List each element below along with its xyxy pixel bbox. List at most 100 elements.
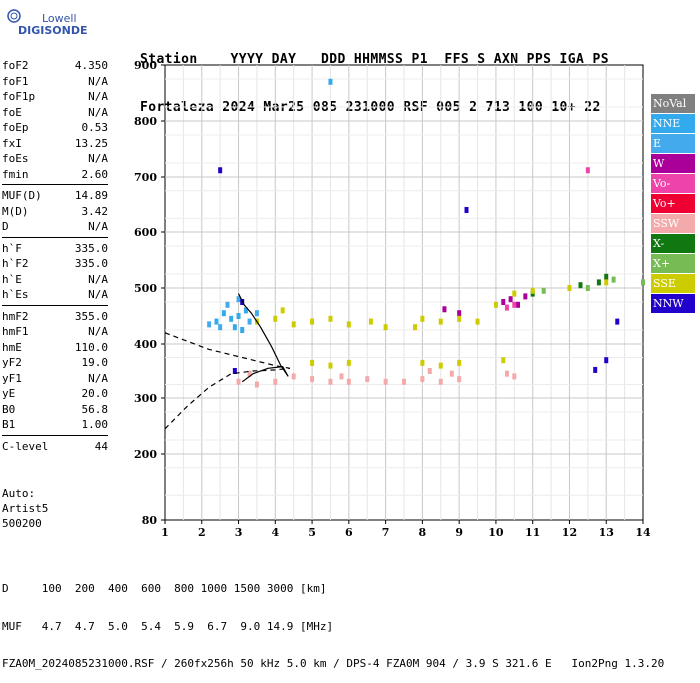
y-tick-label: 300 [134, 392, 157, 405]
data-point [339, 373, 344, 380]
y-tick-label: 80 [142, 514, 158, 527]
data-point [438, 318, 443, 325]
digisonde-logo: Lowell DIGISONDE [6, 6, 87, 40]
data-point [328, 78, 333, 85]
data-point [310, 376, 315, 383]
data-point [604, 273, 609, 280]
auto-label: Auto: [2, 487, 36, 500]
y-tick-label: 900 [134, 59, 157, 72]
legend-item: SSE [651, 274, 695, 293]
data-point [247, 318, 252, 325]
data-point [273, 378, 278, 385]
data-point [328, 378, 333, 385]
data-point [247, 370, 252, 377]
data-point [236, 378, 241, 385]
param-name: foF1 [2, 74, 29, 88]
data-point [383, 324, 388, 331]
data-point [225, 301, 230, 308]
data-point [585, 167, 590, 174]
data-point [280, 307, 285, 314]
data-point [328, 362, 333, 369]
data-point [593, 366, 598, 373]
data-point [604, 357, 609, 364]
param-value: N/A [88, 152, 108, 165]
data-point [383, 378, 388, 385]
legend-item: E [651, 134, 695, 153]
data-point [512, 301, 517, 308]
data-point [413, 324, 418, 331]
param-name: hmF2 [2, 309, 29, 323]
param-value: N/A [88, 288, 108, 301]
data-point [232, 324, 237, 331]
data-point [604, 279, 609, 286]
data-point [273, 315, 278, 322]
data-point [427, 368, 432, 374]
param-row: yE 20.0 [2, 386, 108, 402]
param-value: 20.0 [81, 387, 109, 400]
data-point [504, 304, 509, 311]
param-value: N/A [88, 220, 108, 233]
data-point [236, 313, 241, 319]
footer-distance-row: D 100 200 400 600 800 1000 1500 3000 [km… [2, 582, 327, 595]
param-value: 335.0 [74, 257, 108, 270]
data-point [449, 370, 454, 377]
x-tick-label: 13 [599, 526, 614, 539]
param-value: 44 [94, 439, 108, 453]
data-point [232, 368, 237, 374]
x-tick-label: 2 [198, 526, 206, 539]
data-point [236, 296, 241, 303]
legend-item: Vo+ [651, 194, 695, 213]
param-row: foE N/A [2, 105, 108, 121]
data-point [508, 296, 513, 303]
chart-grid [164, 64, 644, 521]
data-point [229, 315, 234, 322]
x-tick-label: 6 [345, 526, 353, 539]
auto-code: 500200 [2, 517, 42, 530]
data-point [420, 359, 425, 366]
param-row: foF1p N/A [2, 89, 108, 105]
data-point [493, 301, 498, 308]
data-point [420, 315, 425, 322]
param-name: C-level [2, 439, 49, 453]
param-row: foF2 4.350 [2, 58, 108, 74]
trace-dashed-lower [164, 367, 291, 430]
param-separator [2, 304, 108, 306]
legend-item: NoVal [651, 94, 695, 113]
param-name: h`E [2, 272, 22, 286]
data-point [515, 301, 520, 308]
param-name: foE [2, 105, 22, 119]
param-value: 2.60 [81, 167, 109, 181]
chart-traces [164, 293, 291, 430]
param-row: h`Es N/A [2, 287, 108, 303]
data-point [523, 293, 528, 300]
x-tick-label: 9 [455, 526, 463, 539]
data-point [365, 376, 370, 383]
param-name: h`F2 [2, 257, 29, 270]
param-row: M(D) 3.42 [2, 204, 108, 220]
param-value: 13.25 [74, 136, 108, 150]
x-tick-label: 3 [235, 526, 243, 539]
x-tick-label: 11 [525, 526, 540, 539]
param-name: hmF1 [2, 325, 29, 338]
scaled-parameters-panel: foF2 4.350 foF1 N/A foF1p N/A foE N/A foEp 0.53 fx… [2, 58, 108, 454]
auto-program: Artist5 [2, 502, 49, 515]
data-point [611, 276, 616, 283]
param-value: 3.42 [81, 204, 109, 218]
param-name: D [2, 220, 9, 233]
data-point [457, 359, 462, 366]
data-point [420, 376, 425, 383]
param-row: fxI 13.25 [2, 136, 108, 152]
logo-swirl-icon [7, 9, 21, 23]
trace-solid [237, 293, 289, 383]
param-name: B1 [2, 418, 16, 431]
param-value: N/A [88, 371, 108, 385]
chart-points [207, 78, 645, 388]
data-point [457, 310, 462, 317]
param-row: hmF2 355.0 [2, 309, 108, 325]
param-row: foF1 N/A [2, 74, 108, 90]
param-row: foEs N/A [2, 151, 108, 167]
param-value: 0.53 [81, 121, 109, 134]
footer-info: D 100 200 400 600 800 1000 1500 3000 [km… [2, 558, 664, 683]
data-point [291, 321, 296, 328]
data-point [402, 378, 406, 385]
